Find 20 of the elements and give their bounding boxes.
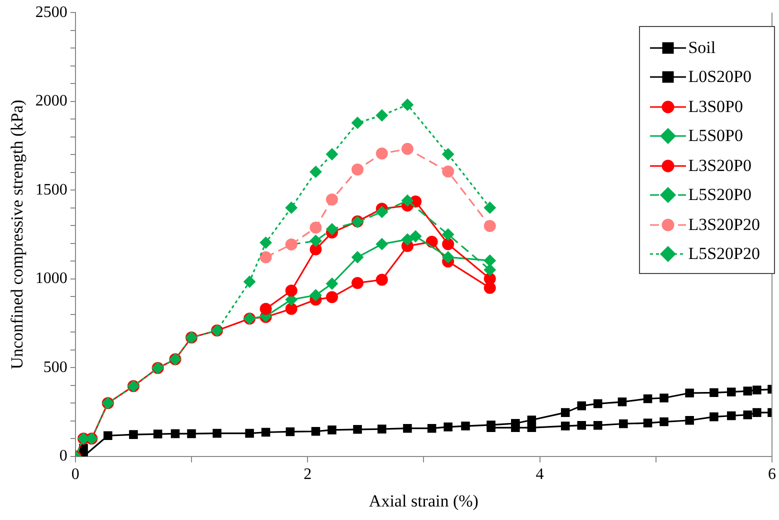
y-axis-title: Unconfined compressive strength (kPa) [8,100,27,370]
x-axis-title: Axial strain (%) [368,491,478,510]
y-tick-label: 0 [59,448,68,465]
y-tick-label: 2000 [35,92,68,110]
legend-label: L3S20P20 [688,214,760,235]
y-tick-label: 2500 [35,4,68,21]
legend-label: L0S20P0 [688,67,752,88]
x-tick-label: 2 [304,466,312,484]
legend-label: L5S0P0 [688,126,743,146]
legend-label: L5S20P0 [688,185,752,206]
legend-label: L3S0P0 [688,96,743,117]
legend-label: L5S20P20 [688,244,760,264]
x-tick-label: 0 [71,466,80,484]
x-tick-label: 4 [536,466,544,484]
legend-label: L3S20P0 [688,156,752,176]
y-tick-label: 1500 [35,181,68,198]
legend-label: Soil [688,38,716,58]
y-tick-label: 1000 [35,270,68,288]
y-tick-label: 500 [43,358,68,376]
x-tick-label: 6 [768,466,776,484]
